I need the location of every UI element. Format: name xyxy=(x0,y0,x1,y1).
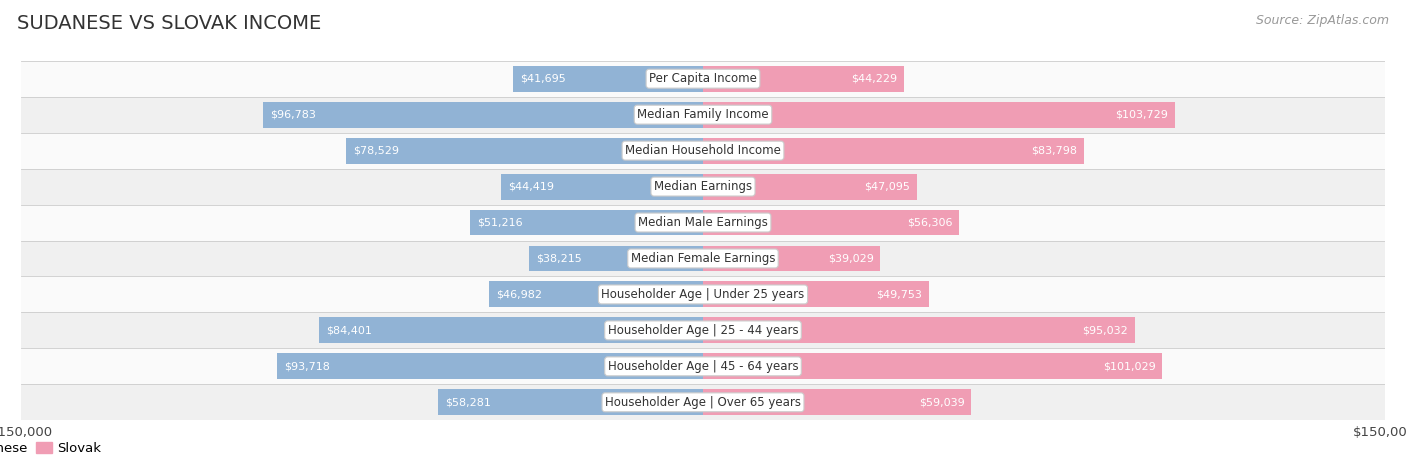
Text: SUDANESE VS SLOVAK INCOME: SUDANESE VS SLOVAK INCOME xyxy=(17,14,321,33)
Bar xyxy=(703,246,880,271)
Bar xyxy=(703,102,1174,127)
Bar xyxy=(703,354,1163,379)
Bar xyxy=(703,318,1135,343)
Text: $44,229: $44,229 xyxy=(851,74,897,84)
Text: Per Capita Income: Per Capita Income xyxy=(650,72,756,85)
Text: Median Earnings: Median Earnings xyxy=(654,180,752,193)
Text: $39,029: $39,029 xyxy=(828,254,873,263)
Text: $59,039: $59,039 xyxy=(920,397,965,407)
Text: Median Female Earnings: Median Female Earnings xyxy=(631,252,775,265)
Text: $56,306: $56,306 xyxy=(907,218,952,227)
Text: Householder Age | 45 - 64 years: Householder Age | 45 - 64 years xyxy=(607,360,799,373)
Bar xyxy=(703,138,1084,163)
Bar xyxy=(263,102,703,127)
Bar xyxy=(277,354,703,379)
Bar xyxy=(703,66,904,92)
Text: Median Household Income: Median Household Income xyxy=(626,144,780,157)
Bar xyxy=(21,312,1385,348)
Text: $96,783: $96,783 xyxy=(270,110,316,120)
Bar xyxy=(470,210,703,235)
Legend: Sudanese, Slovak: Sudanese, Slovak xyxy=(0,437,105,460)
Bar xyxy=(703,389,972,415)
Text: $41,695: $41,695 xyxy=(520,74,567,84)
Text: $83,798: $83,798 xyxy=(1031,146,1077,156)
Text: $49,753: $49,753 xyxy=(876,290,922,299)
Bar xyxy=(21,133,1385,169)
Bar xyxy=(703,174,917,199)
Bar xyxy=(529,246,703,271)
Text: $103,729: $103,729 xyxy=(1115,110,1168,120)
Bar xyxy=(346,138,703,163)
Text: $47,095: $47,095 xyxy=(865,182,910,191)
Bar xyxy=(501,174,703,199)
Text: $78,529: $78,529 xyxy=(353,146,399,156)
Text: $44,419: $44,419 xyxy=(508,182,554,191)
Bar xyxy=(21,384,1385,420)
Text: Householder Age | Under 25 years: Householder Age | Under 25 years xyxy=(602,288,804,301)
Text: $95,032: $95,032 xyxy=(1083,325,1128,335)
Text: $101,029: $101,029 xyxy=(1102,361,1156,371)
Bar xyxy=(21,276,1385,312)
Bar xyxy=(319,318,703,343)
Bar xyxy=(21,97,1385,133)
Bar xyxy=(489,282,703,307)
Text: $38,215: $38,215 xyxy=(536,254,582,263)
Text: $46,982: $46,982 xyxy=(496,290,543,299)
Bar xyxy=(513,66,703,92)
Bar xyxy=(703,282,929,307)
Text: Householder Age | 25 - 44 years: Householder Age | 25 - 44 years xyxy=(607,324,799,337)
Bar xyxy=(21,61,1385,97)
Bar xyxy=(439,389,703,415)
Bar xyxy=(21,241,1385,276)
Text: $84,401: $84,401 xyxy=(326,325,373,335)
Bar xyxy=(703,210,959,235)
Text: $51,216: $51,216 xyxy=(477,218,523,227)
Text: $93,718: $93,718 xyxy=(284,361,329,371)
Bar xyxy=(21,205,1385,241)
Text: $58,281: $58,281 xyxy=(444,397,491,407)
Text: Median Male Earnings: Median Male Earnings xyxy=(638,216,768,229)
Text: Median Family Income: Median Family Income xyxy=(637,108,769,121)
Bar xyxy=(21,169,1385,205)
Text: Householder Age | Over 65 years: Householder Age | Over 65 years xyxy=(605,396,801,409)
Bar xyxy=(21,348,1385,384)
Text: Source: ZipAtlas.com: Source: ZipAtlas.com xyxy=(1256,14,1389,27)
